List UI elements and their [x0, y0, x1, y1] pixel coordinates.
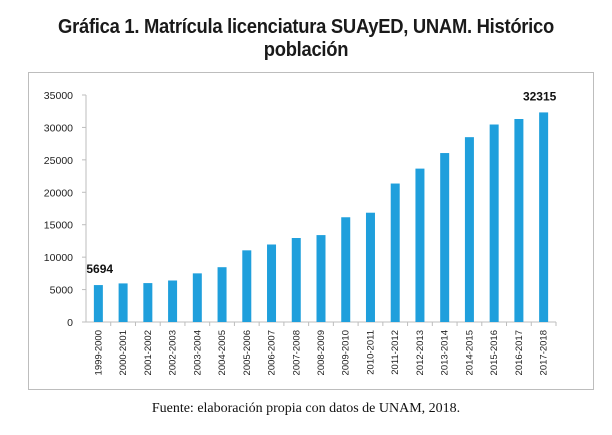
chart-title: Gráfica 1. Matrícula licenciatura SUAyED… [58, 16, 554, 61]
y-tick-label: 15000 [44, 220, 73, 232]
bar [440, 153, 450, 322]
bar [489, 124, 499, 322]
y-tick-label: 10000 [44, 252, 73, 264]
x-tick-label: 2013-2014 [440, 330, 451, 375]
bar [464, 137, 474, 322]
data-label: 32315 [523, 89, 557, 103]
bar [242, 250, 252, 322]
x-tick-label: 1999-2000 [93, 330, 104, 375]
x-tick-label: 2002-2003 [168, 330, 179, 375]
x-tick-label: 2012-2013 [415, 330, 426, 375]
x-tick-label: 2000-2001 [118, 330, 129, 375]
bar [291, 238, 301, 322]
y-tick-label: 0 [67, 317, 73, 329]
bar [93, 285, 103, 322]
x-tick-label: 2009-2010 [341, 330, 352, 375]
x-tick-label: 2014-2015 [464, 330, 475, 375]
y-tick-label: 20000 [44, 187, 73, 199]
x-tick-label: 2005-2006 [242, 330, 253, 375]
x-tick-label: 2011-2012 [390, 330, 401, 375]
bar [168, 280, 178, 322]
bar [390, 183, 400, 322]
bar [514, 118, 524, 322]
bar [539, 112, 549, 322]
x-tick-label: 2017-2018 [539, 330, 550, 375]
bar [415, 168, 425, 322]
bar [217, 267, 227, 322]
source-caption: Fuente: elaboración propia con datos de … [151, 401, 461, 416]
data-label: 5694 [86, 262, 113, 276]
bar [192, 273, 202, 322]
x-tick-label: 2001-2002 [143, 330, 154, 375]
bar [365, 212, 375, 322]
bar [143, 283, 153, 322]
x-tick-label: 2007-2008 [291, 330, 302, 375]
x-tick-label: 2006-2007 [267, 330, 278, 375]
bar [267, 244, 277, 322]
x-tick-label: 2015-2016 [489, 330, 500, 375]
bar [118, 283, 128, 322]
y-tick-label: 30000 [44, 122, 73, 134]
y-tick-label: 5000 [50, 285, 74, 297]
y-tick-label: 35000 [44, 90, 73, 102]
bar [316, 235, 326, 322]
y-tick-label: 25000 [44, 155, 73, 167]
x-tick-label: 2004-2005 [217, 330, 228, 375]
x-tick-label: 2008-2009 [316, 330, 327, 375]
x-tick-label: 2003-2004 [192, 330, 203, 375]
x-tick-label: 2016-2017 [514, 330, 525, 375]
chart-frame [28, 72, 594, 390]
x-tick-label: 2010-2011 [365, 330, 376, 375]
bar [341, 217, 351, 322]
